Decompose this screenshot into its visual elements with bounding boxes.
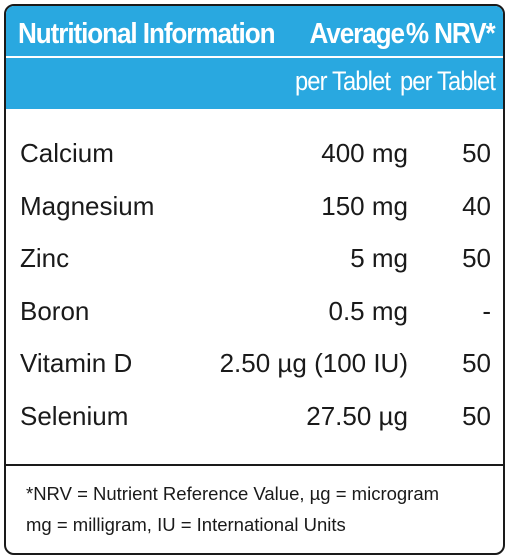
- column-subheader-nrv: per Tablet: [399, 66, 496, 96]
- table-header: Nutritional Information Average % NRV* p…: [6, 6, 503, 109]
- footnote-line-1: *NRV = Nutrient Reference Value, µg = mi…: [26, 483, 440, 504]
- table-row: Zinc 5 mg 50: [6, 235, 503, 288]
- panel-title: Nutritional Information: [18, 18, 276, 50]
- nutrient-nrv: 50: [462, 348, 491, 379]
- column-subheader-average: per Tablet: [294, 66, 391, 96]
- nutrition-panel: Nutritional Information Average % NRV* p…: [4, 4, 505, 555]
- nutrient-nrv: 50: [462, 138, 491, 168]
- nutrient-amount: 5 mg: [350, 243, 408, 274]
- column-header-nrv: % NRV*: [406, 18, 496, 50]
- table-row: Boron 0.5 mg -: [6, 288, 503, 341]
- table-row: Vitamin D 2.50 µg (100 IU) 50: [6, 340, 503, 393]
- nutrient-nrv: 50: [462, 400, 491, 431]
- nutrient-amount: 27.50 µg: [306, 400, 408, 431]
- nutrient-nrv: -: [482, 295, 491, 326]
- nutrient-name: Vitamin D: [20, 348, 133, 379]
- nutrient-name: Boron: [20, 295, 90, 326]
- table-row: Selenium 27.50 µg 50: [6, 393, 503, 446]
- nutrient-name: Magnesium: [20, 190, 155, 221]
- nutrient-amount: 400 mg: [321, 138, 408, 168]
- column-header-average: Average: [309, 18, 406, 50]
- nutrient-nrv: 50: [462, 243, 491, 274]
- nutrient-name: Calcium: [20, 138, 114, 168]
- nutrient-nrv: 40: [462, 190, 491, 221]
- table-body: Calcium 400 mg 50 Magnesium 150 mg 40 Zi…: [6, 130, 503, 446]
- header-row-titles: Nutritional Information Average % NRV*: [6, 12, 503, 58]
- table-row: Calcium 400 mg 50: [6, 130, 503, 183]
- nutrient-amount: 150 mg: [321, 190, 408, 221]
- nutrient-name: Zinc: [20, 243, 70, 274]
- footnote: *NRV = Nutrient Reference Value, µg = mi…: [26, 478, 439, 540]
- table-row: Magnesium 150 mg 40: [6, 183, 503, 236]
- nutrient-name: Selenium: [20, 400, 129, 431]
- footnote-line-2: mg = milligram, IU = International Units: [26, 514, 346, 535]
- header-divider: [6, 56, 503, 58]
- header-row-units: per Tablet per Tablet: [6, 64, 503, 102]
- footer-divider: [6, 464, 503, 466]
- nutrient-amount: 2.50 µg (100 IU): [219, 348, 408, 379]
- nutrient-amount: 0.5 mg: [328, 295, 409, 326]
